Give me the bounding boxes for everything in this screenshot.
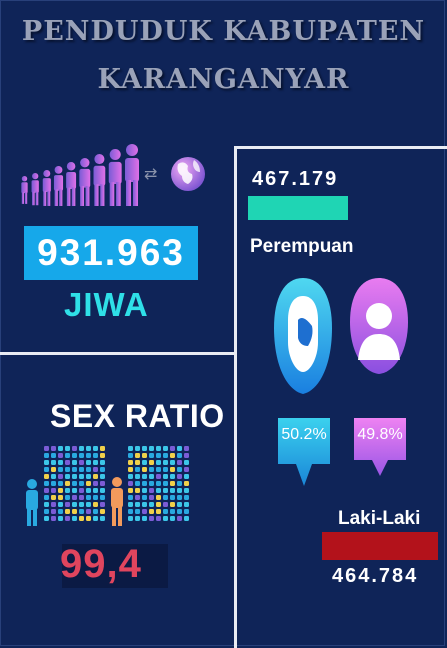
divider-vertical	[234, 146, 237, 648]
exchange-arrows-icon: ⇄	[144, 164, 158, 183]
total-population-unit: JIWA	[64, 286, 149, 323]
male-percent: 49.8%	[357, 426, 403, 443]
divider-top-right	[234, 146, 447, 149]
sex-ratio-value: 99,4	[60, 542, 142, 586]
female-percent: 50.2%	[281, 426, 327, 443]
male-count: 464.784	[332, 565, 419, 587]
total-population-value: 931.963	[37, 232, 185, 273]
male-percent-badge	[354, 418, 406, 476]
male-label: Laki-Laki	[338, 508, 421, 529]
female-label: Perempuan	[250, 236, 354, 257]
globe-icon	[171, 157, 205, 191]
female-color-bar	[248, 196, 348, 220]
sex-ratio-label: SEX RATIO	[50, 398, 225, 434]
page-title-line2: KARANGANYAR	[97, 64, 350, 95]
total-population-box: 931.963	[24, 226, 198, 280]
male-avatar-icon	[350, 278, 408, 374]
sex-ratio-box	[62, 544, 168, 588]
people-growth-icon	[21, 144, 139, 206]
female-percent-badge	[278, 418, 330, 486]
population-grid-icon	[26, 446, 189, 526]
female-count: 467.179	[252, 168, 339, 190]
female-avatar-icon	[274, 278, 332, 394]
female-percent-container: 50.2%	[276, 416, 332, 488]
male-color-bar	[322, 532, 438, 560]
page-title-line1: PENDUDUK KABUPATEN	[21, 16, 426, 47]
male-percent-container: 49.8%	[352, 416, 408, 478]
divider-middle-left	[0, 352, 236, 355]
